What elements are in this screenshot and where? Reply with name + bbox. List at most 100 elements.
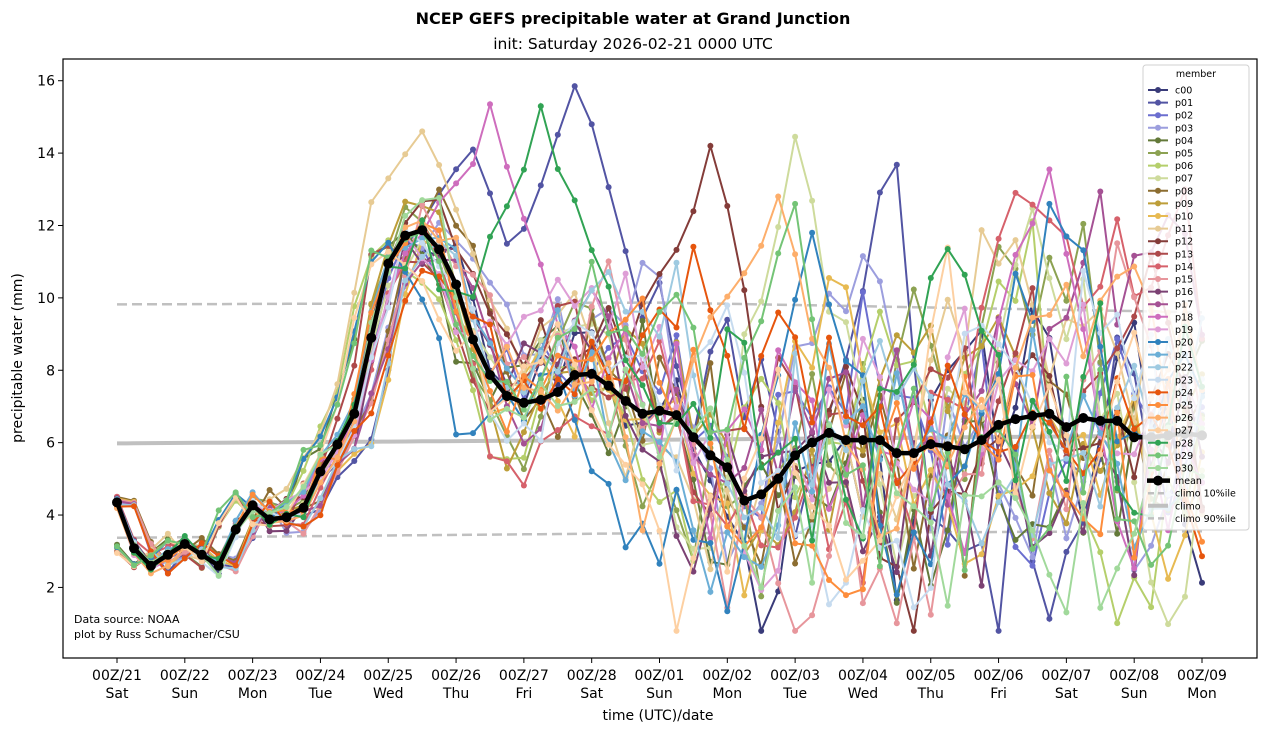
- point-p28: [927, 275, 934, 281]
- point-p07: [1165, 621, 1172, 628]
- point-p24: [181, 555, 188, 562]
- mean-point: [247, 500, 258, 511]
- point-p04: [605, 450, 612, 457]
- legend-label: p17: [1175, 300, 1193, 311]
- point-p24: [419, 267, 426, 274]
- mean-point: [129, 543, 139, 554]
- point-p08: [639, 437, 646, 444]
- point-p15: [758, 514, 765, 521]
- point-p06: [1012, 297, 1019, 304]
- point-c00: [758, 627, 765, 634]
- legend-marker: [1155, 326, 1161, 333]
- x-tick-label: 00Z/02: [702, 668, 752, 684]
- x-tick-label: 00Z/05: [906, 668, 956, 684]
- point-p29: [622, 325, 629, 332]
- legend-item-climo-10-ile: climo 10%ile: [1148, 489, 1236, 500]
- point-p29: [131, 562, 137, 569]
- point-p21: [707, 588, 714, 595]
- point-p27: [1046, 383, 1053, 390]
- mean-point: [485, 370, 495, 380]
- point-p30: [537, 380, 544, 387]
- point-p27: [520, 363, 527, 370]
- point-p28: [1080, 373, 1087, 380]
- point-p27: [419, 278, 426, 284]
- point-p30: [910, 503, 917, 510]
- x-tick-weekday: Wed: [848, 686, 879, 702]
- point-p29: [1131, 518, 1138, 525]
- point-p29: [673, 291, 680, 298]
- mean-point: [434, 244, 445, 255]
- point-p07: [944, 385, 951, 392]
- point-p11: [385, 175, 392, 182]
- point-p25: [588, 356, 595, 363]
- point-p28: [1131, 509, 1138, 516]
- legend-box: [1142, 64, 1250, 531]
- point-p19: [1080, 301, 1087, 308]
- point-p27: [961, 389, 968, 396]
- legend-label: p09: [1175, 199, 1193, 210]
- x-axis-label: time (UTC)/date: [602, 708, 713, 724]
- point-p20: [385, 239, 392, 246]
- mean-point: [298, 502, 309, 513]
- point-p25: [1063, 491, 1070, 498]
- point-p26: [1131, 263, 1138, 270]
- legend-label: p03: [1175, 123, 1193, 134]
- point-p20: [927, 561, 934, 568]
- mean-point: [569, 370, 580, 380]
- legend-marker: [1155, 150, 1161, 156]
- point-p30: [826, 422, 832, 429]
- legend-label: p11: [1175, 224, 1193, 235]
- point-p22: [622, 308, 629, 315]
- point-p25: [724, 523, 731, 530]
- mean-point: [857, 435, 868, 446]
- y-axis: 2 4 6 8 10 12 14 16: [37, 74, 63, 596]
- point-p04: [453, 358, 460, 365]
- legend-marker: [1155, 225, 1161, 232]
- point-p30: [588, 385, 595, 392]
- point-p20: [571, 417, 578, 423]
- point-p13: [334, 415, 341, 422]
- point-p15: [1114, 240, 1121, 247]
- point-p05: [639, 503, 646, 510]
- point-p24: [775, 309, 782, 316]
- point-p01: [605, 184, 612, 191]
- point-p10: [351, 450, 358, 457]
- point-p20: [910, 529, 917, 536]
- x-tick-weekday: Sat: [106, 686, 129, 702]
- mean-point: [688, 432, 699, 443]
- point-p12: [605, 305, 612, 311]
- point-p06: [758, 375, 765, 382]
- point-p18: [707, 535, 714, 542]
- point-p29: [1012, 451, 1019, 458]
- point-p29: [927, 505, 934, 512]
- y-tick-label: 10: [37, 291, 55, 307]
- legend-marker: [1155, 313, 1161, 320]
- point-p11: [995, 260, 1002, 267]
- point-p18: [1063, 250, 1070, 257]
- point-p10: [826, 275, 832, 281]
- point-p15: [419, 201, 426, 208]
- x-tick-weekday: Fri: [516, 686, 533, 702]
- point-p05: [1080, 220, 1087, 227]
- point-p20: [588, 468, 595, 475]
- point-p14: [520, 482, 527, 489]
- point-p18: [571, 343, 578, 350]
- x-tick-label: 00Z/21: [92, 668, 142, 684]
- legend-label: p25: [1175, 401, 1193, 412]
- mean-point: [654, 405, 665, 416]
- point-p21: [843, 418, 849, 425]
- point-p11: [368, 199, 375, 206]
- point-p20: [673, 486, 680, 493]
- point-p25: [995, 456, 1002, 463]
- point-p01: [707, 348, 714, 355]
- legend-item-p11: p11: [1148, 224, 1193, 235]
- point-p27: [673, 627, 680, 634]
- point-p13: [470, 377, 476, 384]
- legend-label: p04: [1175, 136, 1193, 147]
- point-p29: [283, 497, 290, 504]
- point-p26: [893, 525, 900, 532]
- point-p10: [1182, 532, 1188, 539]
- point-p25: [809, 542, 816, 549]
- point-p26: [571, 381, 578, 388]
